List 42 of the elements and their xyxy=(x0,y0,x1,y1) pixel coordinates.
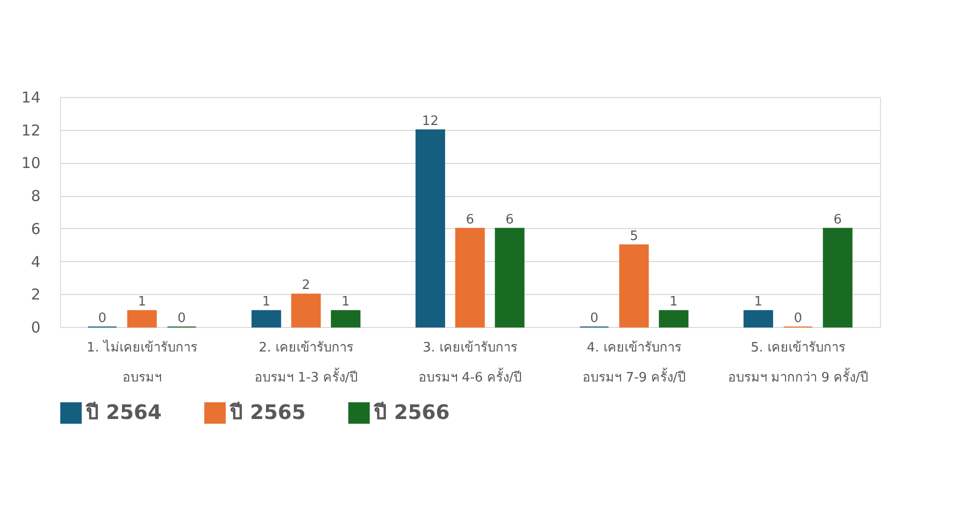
bar xyxy=(291,294,321,328)
y-tick-label: 8 xyxy=(30,187,40,206)
data-label: 1 xyxy=(754,294,762,310)
x-tick-label: 3. เคยเข้ารับการ อบรมฯ 4-6 ครั้ง/ปี xyxy=(418,340,522,386)
x-tick-label: 1. ไม่เคยเข้ารับการ อบรมฯ xyxy=(86,340,198,386)
bar xyxy=(494,228,524,328)
data-label: 1 xyxy=(262,294,270,310)
data-label: 6 xyxy=(506,212,514,228)
data-label: 5 xyxy=(630,228,638,244)
y-tick-label: 4 xyxy=(30,252,40,271)
legend-label: ปี 2564 xyxy=(85,400,162,424)
data-label: 1 xyxy=(138,294,146,310)
y-tick-label: 10 xyxy=(21,154,40,172)
x-tick-label: 2. เคยเข้ารับการ อบรมฯ 1-3 ครั้ง/ปี xyxy=(254,340,358,386)
bar xyxy=(619,244,649,328)
bar xyxy=(127,310,157,328)
data-label: 0 xyxy=(178,311,186,326)
bar xyxy=(330,310,360,328)
y-tick-label: 0 xyxy=(30,318,40,336)
data-label: 1 xyxy=(670,294,678,310)
bar xyxy=(658,310,688,328)
data-label: 0 xyxy=(590,311,598,326)
legend-label: ปี 2565 xyxy=(229,400,306,424)
bar xyxy=(252,310,282,328)
data-label: 0 xyxy=(794,311,802,326)
y-tick-label: 6 xyxy=(30,220,40,238)
data-label: 6 xyxy=(466,212,474,228)
bar xyxy=(822,228,852,328)
bar xyxy=(416,129,446,328)
x-tick-label: 5. เคยเข้ารับการ อบรมฯ มากกว่า 9 ครั้ง/ปี xyxy=(728,340,868,386)
y-tick-label: 2 xyxy=(30,286,40,304)
bar xyxy=(455,228,485,328)
y-tick-label: 14 xyxy=(21,88,40,106)
data-label: 0 xyxy=(98,311,106,326)
bar xyxy=(744,310,774,328)
legend-label: ปี 2566 xyxy=(373,400,450,424)
y-tick-label: 12 xyxy=(21,121,40,140)
data-label: 2 xyxy=(302,278,310,294)
x-tick-label: 4. เคยเข้ารับการ อบรมฯ 7-9 ครั้ง/ปี xyxy=(582,340,686,386)
data-label: 6 xyxy=(834,212,842,228)
data-label: 12 xyxy=(422,114,439,129)
data-label: 1 xyxy=(342,294,350,310)
